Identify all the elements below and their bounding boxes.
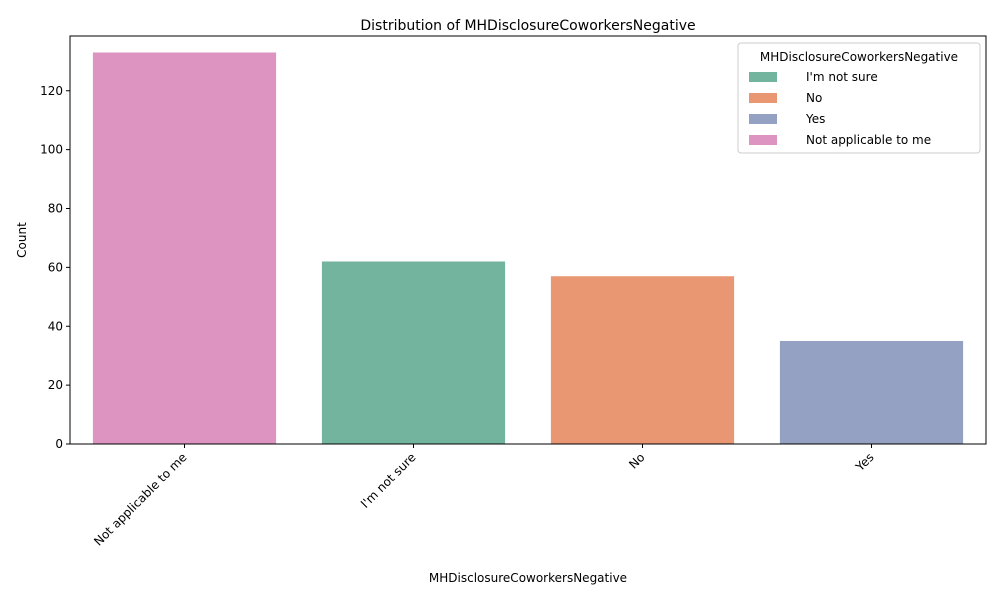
x-tick-label: No: [626, 450, 647, 471]
y-tick-label: 100: [40, 143, 63, 157]
legend-swatch: [749, 135, 777, 145]
y-axis-ticks: 0 20 40 60 80 100 120: [40, 84, 70, 451]
legend-swatch: [749, 93, 777, 103]
legend-label: Not applicable to me: [806, 133, 931, 147]
y-tick-label: 20: [48, 378, 63, 392]
legend-box: [737, 42, 981, 154]
plot-frame: [69, 35, 987, 445]
x-tick-label: Yes: [852, 450, 876, 474]
bar: [550, 276, 735, 444]
bars: [92, 52, 964, 444]
y-tick-label: 60: [48, 260, 63, 274]
y-tick-label: 0: [55, 437, 63, 451]
x-tick-label: I'm not sure: [358, 450, 419, 511]
chart-title: Distribution of MHDisclosureCoworkersNeg…: [360, 18, 695, 34]
legend-label: No: [806, 91, 822, 105]
bar: [321, 261, 506, 444]
legend-label: I'm not sure: [806, 70, 878, 84]
y-axis-label: Count: [15, 222, 29, 258]
legend-label: Yes: [805, 112, 825, 126]
y-tick-label: 40: [48, 319, 63, 333]
legend-swatch: [749, 114, 777, 124]
legend-items: I'm not sure No Yes Not applicable to me: [749, 70, 931, 147]
y-tick-label: 120: [40, 84, 63, 98]
x-axis-label: MHDisclosureCoworkersNegative: [429, 571, 627, 585]
x-tick-label: Not applicable to me: [91, 450, 189, 548]
x-axis-ticks: Not applicable to me I'm not sure No Yes: [91, 444, 877, 549]
legend: MHDisclosureCoworkersNegative I'm not su…: [737, 42, 981, 154]
legend-swatch: [749, 72, 777, 82]
bar: [779, 340, 964, 444]
legend-title: MHDisclosureCoworkersNegative: [760, 50, 958, 64]
y-tick-label: 80: [48, 202, 63, 216]
bar: [92, 52, 277, 444]
